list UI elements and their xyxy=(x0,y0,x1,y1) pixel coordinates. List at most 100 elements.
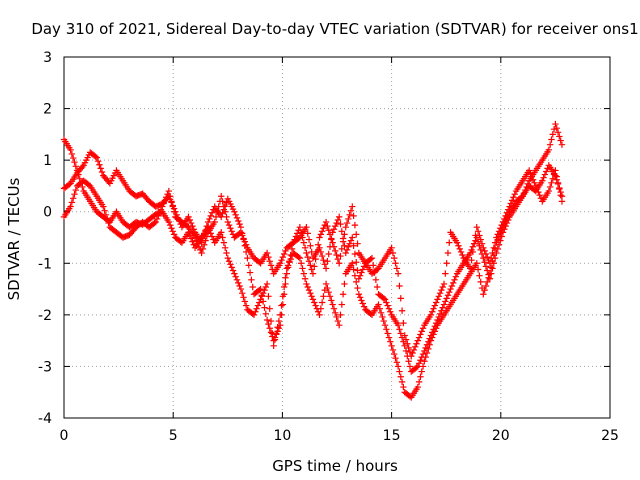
data-point-interp xyxy=(262,310,270,318)
data-point-interp xyxy=(474,228,482,235)
data-point-interp xyxy=(498,221,505,229)
data-point xyxy=(231,270,238,277)
data-point-interp xyxy=(301,244,309,252)
y-tick-label: -3 xyxy=(38,359,52,375)
data-point-interp xyxy=(332,222,339,230)
data-point-interp xyxy=(275,317,283,325)
data-point-interp xyxy=(503,209,511,216)
data-point-interp xyxy=(389,249,397,257)
data-point xyxy=(335,260,343,267)
data-point xyxy=(73,167,81,174)
data-point-interp xyxy=(549,131,556,138)
data-point-interp xyxy=(384,330,391,337)
data-point-interp xyxy=(347,237,355,244)
data-point-interp xyxy=(68,199,76,206)
data-point-interp xyxy=(360,303,368,310)
data-point-interp xyxy=(308,293,315,300)
data-point xyxy=(224,218,231,226)
data-point-interp xyxy=(248,276,255,283)
data-point-interp xyxy=(187,219,195,227)
data-point-interp xyxy=(341,280,348,288)
data-point xyxy=(67,203,74,210)
x-tick-label: 15 xyxy=(383,428,401,444)
data-point-interp xyxy=(489,265,496,272)
data-point-interp xyxy=(397,373,404,380)
data-point xyxy=(342,223,349,231)
data-point-interp xyxy=(451,276,458,283)
data-point xyxy=(309,270,317,277)
data-point-interp xyxy=(429,308,436,315)
data-point-interp xyxy=(207,212,214,220)
data-point-interp xyxy=(96,161,103,168)
y-tick-label: -1 xyxy=(38,256,52,272)
data-point-interp xyxy=(267,329,275,336)
data-point-interp xyxy=(299,234,306,241)
data-point xyxy=(198,249,205,257)
data-point-interp xyxy=(332,247,339,255)
data-point xyxy=(414,383,422,391)
data-point xyxy=(257,296,264,303)
data-point-interp xyxy=(554,129,562,136)
data-point-interp xyxy=(304,253,311,261)
data-point-interp xyxy=(417,357,424,364)
data-point-interp xyxy=(548,179,555,187)
y-tick-label: 1 xyxy=(43,153,52,169)
data-point-interp xyxy=(556,133,563,140)
data-point xyxy=(237,285,245,293)
data-point-interp xyxy=(367,255,374,263)
data-point-interp xyxy=(320,225,327,232)
data-point-interp xyxy=(252,308,259,315)
data-point-interp xyxy=(511,190,518,198)
data-point-interp xyxy=(419,325,427,332)
data-point xyxy=(335,213,343,221)
data-point-interp xyxy=(354,284,361,292)
data-point-interp xyxy=(405,344,412,352)
data-point xyxy=(67,146,74,154)
data-point-interp xyxy=(261,286,268,294)
data-point-interp xyxy=(242,302,250,309)
data-point-interp xyxy=(455,242,462,249)
data-point-interp xyxy=(413,364,420,371)
data-point xyxy=(552,120,559,128)
data-point-interp xyxy=(429,334,436,341)
data-point xyxy=(303,223,310,231)
y-tick-label: -2 xyxy=(38,308,52,324)
data-point-interp xyxy=(228,264,235,271)
data-point-interp xyxy=(334,216,342,224)
data-point-interp xyxy=(330,243,338,250)
data-point-interp xyxy=(396,326,403,333)
y-tick-label: -4 xyxy=(38,411,52,427)
data-point-interp xyxy=(393,265,401,272)
data-point-interp xyxy=(69,195,77,202)
data-point xyxy=(388,342,395,349)
data-point-interp xyxy=(186,216,193,224)
data-point-interp xyxy=(415,360,423,367)
y-axis: -4 -3 -2 -1 0 1 2 3 xyxy=(38,50,610,427)
data-point-interp xyxy=(328,235,335,242)
data-point-interp xyxy=(233,276,241,283)
data-point-interp xyxy=(305,286,313,294)
data-point-interp xyxy=(220,239,228,246)
data-point-interp xyxy=(199,245,207,253)
data-point xyxy=(427,337,435,344)
data-point-interp xyxy=(347,207,355,214)
data-point xyxy=(401,332,408,339)
data-point xyxy=(368,254,376,262)
data-point-interp xyxy=(325,288,332,296)
data-point-interp xyxy=(529,176,537,183)
data-point-interp xyxy=(387,338,394,345)
data-point-interp xyxy=(353,231,360,238)
data-point-interp xyxy=(353,278,360,286)
data-point-interp xyxy=(105,219,112,227)
data-point-interp xyxy=(432,325,440,332)
data-point-interp xyxy=(325,227,332,234)
data-point-interp xyxy=(208,209,216,216)
data-point-interp xyxy=(494,231,501,238)
data-point-interp xyxy=(300,270,308,277)
data-point-interp xyxy=(305,236,313,243)
data-point-interp xyxy=(265,293,272,300)
data-point xyxy=(277,260,284,267)
data-point xyxy=(100,203,107,210)
data-point-interp xyxy=(294,230,301,237)
data-point-interp xyxy=(383,299,390,306)
